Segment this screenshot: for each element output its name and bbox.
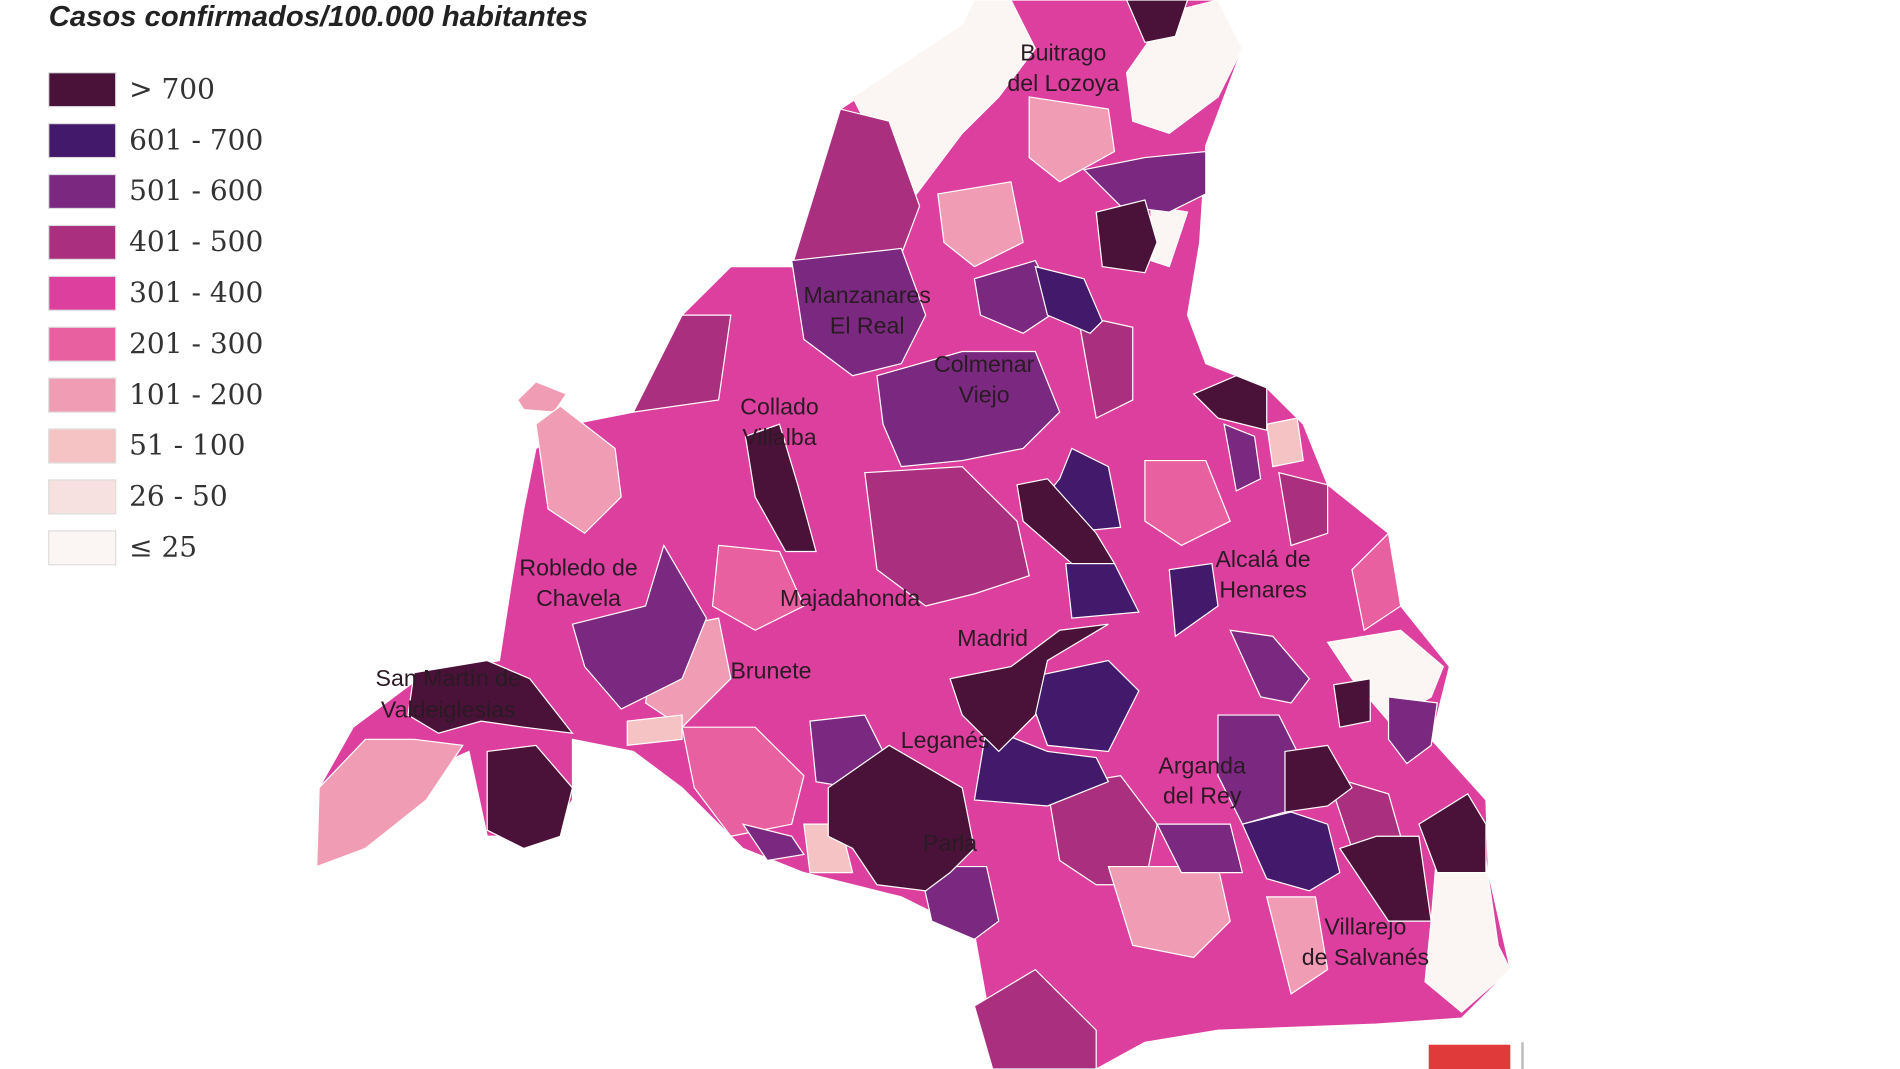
region	[876, 350, 1061, 468]
region	[1156, 823, 1244, 874]
legend-swatch	[48, 377, 117, 413]
region	[1326, 629, 1445, 722]
legend-swatch	[48, 326, 117, 362]
region	[1333, 678, 1371, 728]
legend-label: 601 - 700	[129, 123, 263, 156]
region	[1028, 96, 1116, 183]
region	[1229, 629, 1311, 704]
region	[949, 623, 1109, 753]
region	[744, 423, 817, 553]
legend-label: 301 - 400	[129, 276, 263, 309]
legend-swatch	[48, 123, 117, 159]
region	[791, 247, 927, 377]
place-labels: Buitrago del Lozoya Manzanares El Real C…	[376, 40, 1429, 970]
region	[1077, 314, 1134, 420]
region	[1192, 375, 1268, 432]
region	[1278, 471, 1329, 547]
place-label: Viejo	[959, 381, 1010, 407]
place-label: del Lozoya	[1007, 70, 1119, 96]
place-label: Leganés	[901, 727, 990, 753]
place-label: Brunete	[730, 658, 811, 684]
legend-label: ≤ 25	[129, 531, 197, 564]
region	[1168, 562, 1219, 638]
region	[1016, 478, 1116, 565]
place-label: del Rey	[1163, 783, 1242, 809]
place-label: San Martín de	[376, 665, 521, 691]
place-label: Villarejo	[1324, 914, 1406, 940]
region	[632, 314, 732, 413]
region	[407, 659, 574, 735]
place-label: Henares	[1219, 577, 1306, 603]
legend-label: 501 - 600	[129, 174, 263, 207]
region	[711, 544, 805, 631]
legend-swatch	[48, 428, 117, 464]
region	[681, 726, 805, 837]
legend-label: 26 - 50	[129, 480, 228, 513]
legend-label: > 700	[129, 72, 215, 105]
legend-swatch	[48, 479, 117, 515]
map	[316, 0, 1512, 1069]
legend-swatch	[48, 275, 117, 311]
region	[1095, 199, 1158, 274]
place-label: Colmenar	[934, 351, 1035, 377]
place-label: Collado	[740, 394, 818, 420]
region	[1034, 265, 1104, 335]
legend-label: 401 - 500	[129, 225, 263, 258]
place-label: Majadahonda	[780, 585, 920, 611]
region	[1418, 793, 1487, 874]
region	[535, 405, 622, 535]
region	[918, 865, 1000, 940]
region	[316, 738, 464, 868]
legend-swatch	[48, 530, 117, 566]
place-label: Valdeiglesias	[381, 697, 516, 723]
place-label: Madrid	[957, 625, 1028, 651]
legend: > 700 601 - 700 501 - 600 401 - 500 301 - 40…	[48, 72, 263, 566]
place-label: Alcalá de	[1215, 546, 1310, 572]
region	[1424, 847, 1512, 1013]
region	[1223, 423, 1262, 492]
region	[626, 714, 683, 747]
region	[486, 744, 574, 850]
region	[1144, 459, 1231, 547]
region	[1022, 659, 1140, 753]
legend-swatch	[48, 72, 117, 108]
region	[864, 465, 1030, 607]
corner-badge	[1428, 1044, 1511, 1069]
map-frame: Buitrago del Lozoya Manzanares El Real C…	[48, 0, 1524, 1069]
region	[1266, 417, 1304, 468]
legend-swatch	[48, 173, 117, 210]
region	[1387, 696, 1438, 765]
legend-label: 101 - 200	[129, 378, 263, 411]
map-title: Casos confirmados/100.000 habitantes	[49, 1, 588, 33]
region	[1125, 0, 1189, 44]
place-label: Parla	[923, 830, 977, 856]
place-label: Villalba	[742, 424, 816, 450]
place-label: de Salvanés	[1302, 944, 1429, 970]
region	[1241, 811, 1341, 892]
region	[973, 726, 1110, 807]
region	[1338, 835, 1432, 922]
legend-label: 201 - 300	[129, 327, 263, 360]
region	[741, 823, 805, 862]
place-label: Manzanares	[804, 282, 931, 308]
region	[1265, 896, 1329, 995]
legend-swatch	[48, 224, 117, 260]
place-label: Buitrago	[1020, 40, 1106, 66]
legend-label: 51 - 100	[129, 429, 245, 462]
region	[827, 744, 976, 892]
place-label: Robledo de	[519, 555, 637, 581]
region	[1284, 744, 1353, 813]
region	[571, 543, 708, 710]
region	[973, 968, 1097, 1069]
place-label: Arganda	[1158, 752, 1246, 778]
region	[516, 381, 568, 413]
place-label: El Real	[830, 312, 905, 338]
region	[1351, 532, 1402, 632]
place-label: Chavela	[536, 585, 621, 611]
region	[937, 181, 1024, 268]
